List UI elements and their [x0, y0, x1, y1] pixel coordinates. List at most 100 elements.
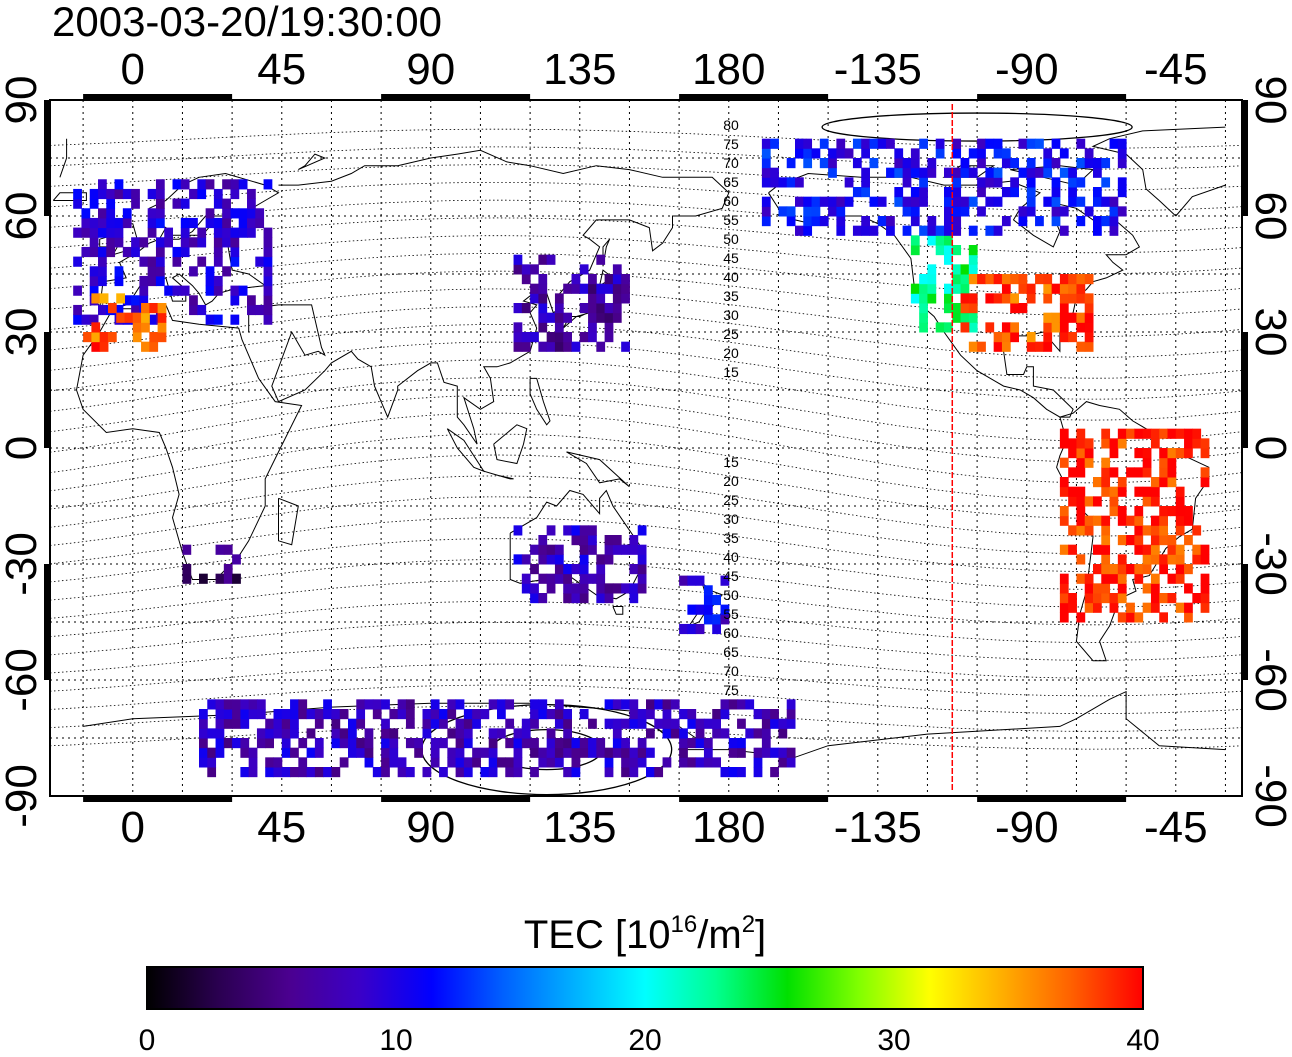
tec-cell [1101, 457, 1111, 468]
tec-cell [1084, 332, 1094, 343]
edge-bar-bottom [83, 796, 233, 802]
tec-cell [1059, 206, 1069, 217]
tec-cell [612, 312, 622, 323]
colorbar-title-main: TEC [10 [524, 913, 671, 957]
tec-cell [256, 738, 266, 749]
tec-cell [902, 196, 912, 207]
tec-cell [1126, 467, 1135, 478]
tec-cell [944, 167, 953, 178]
tec-cell [180, 217, 190, 229]
tec-cell [761, 216, 771, 227]
tec-cell [886, 138, 895, 149]
tec-cell [753, 709, 763, 720]
tec-cell [189, 266, 198, 277]
tec-cell [546, 341, 556, 352]
tec-cell [919, 187, 928, 198]
tec-cell [1109, 506, 1119, 517]
tec-cell [612, 699, 622, 710]
tec-cell [968, 148, 978, 159]
tec-cell [1068, 187, 1077, 198]
lon-tick-bottom: 180 [692, 803, 765, 852]
tec-cell [1093, 225, 1102, 236]
tec-cell [886, 225, 895, 236]
tec-cell [513, 738, 523, 749]
tec-cell [546, 544, 556, 555]
tec-cell [1059, 303, 1069, 314]
tec-cell [455, 728, 465, 739]
tec-cell [1043, 196, 1053, 207]
tec-cell [513, 525, 523, 536]
tec-cell [1150, 477, 1160, 488]
tec-cell [306, 728, 316, 739]
tec-cell [778, 206, 788, 217]
tec-cell [422, 767, 432, 778]
tec-cell [538, 535, 548, 546]
tec-cell [1059, 515, 1069, 526]
tec-cell [472, 747, 481, 758]
tec-cell [98, 227, 107, 238]
tec-cell [902, 167, 912, 178]
tec-cell [247, 295, 256, 306]
tec-cell [213, 285, 223, 296]
tec-cell [554, 747, 564, 758]
tec-cell [1068, 196, 1077, 207]
tec-cell [172, 285, 182, 296]
contour-label-south: 60 [723, 625, 739, 641]
tec-cell [803, 216, 813, 227]
tec-cell [1134, 564, 1144, 575]
tec-cell [563, 332, 572, 343]
tec-cell [1093, 196, 1102, 207]
tec-cell [621, 544, 630, 555]
longitude-axis-top: 0 45 90 135 180 -135 -90 -45 [121, 45, 1208, 94]
tec-cell [1101, 564, 1111, 575]
tec-cell [389, 757, 399, 768]
mag-contour [50, 341, 1242, 400]
tec-cell [778, 757, 788, 768]
tec-cell [1150, 602, 1160, 613]
tec-cell [91, 341, 101, 352]
tec-cell [513, 332, 523, 343]
tec-cell [935, 235, 945, 246]
tec-cell [1109, 196, 1119, 207]
tec-cell [1117, 438, 1127, 449]
tec-cell [1117, 573, 1127, 584]
tec-cell [323, 699, 332, 710]
tec-cell [1035, 274, 1044, 285]
tec-cell [1018, 206, 1028, 217]
tec-cell [247, 304, 256, 316]
tec-cell [629, 767, 639, 778]
tec-cell [1084, 448, 1094, 459]
tec-cell [554, 544, 564, 555]
tec-cell [604, 303, 614, 314]
tec-cell [910, 283, 920, 294]
mag-contour [50, 454, 1242, 519]
tec-cell [230, 256, 240, 267]
tec-cell [114, 227, 124, 238]
tec-cell [240, 709, 250, 720]
tec-cell [306, 747, 316, 758]
tec-cell [1142, 525, 1152, 536]
tec-cell [761, 196, 771, 207]
tec-cell [497, 728, 506, 739]
tec-cell [770, 177, 779, 188]
tec-cell [753, 757, 763, 768]
tec-cell [223, 544, 233, 555]
tec-cell [205, 266, 215, 277]
tec-cell [737, 718, 746, 729]
tec-cell [182, 544, 192, 555]
tec-cell [703, 614, 713, 625]
tec-cell [852, 187, 862, 198]
tec-cell [139, 295, 149, 306]
tec-cell [265, 767, 274, 778]
tec-cell [197, 188, 207, 200]
tec-cell [968, 322, 978, 333]
tec-cell [910, 245, 920, 256]
tec-cell [844, 148, 854, 159]
tec-cell [1068, 467, 1077, 478]
tec-cell [944, 322, 953, 333]
tec-cell [1076, 138, 1086, 149]
tec-cell [1093, 515, 1102, 526]
tec-cell [73, 314, 82, 325]
tec-cell [1117, 554, 1127, 565]
tec-cell [952, 216, 962, 227]
